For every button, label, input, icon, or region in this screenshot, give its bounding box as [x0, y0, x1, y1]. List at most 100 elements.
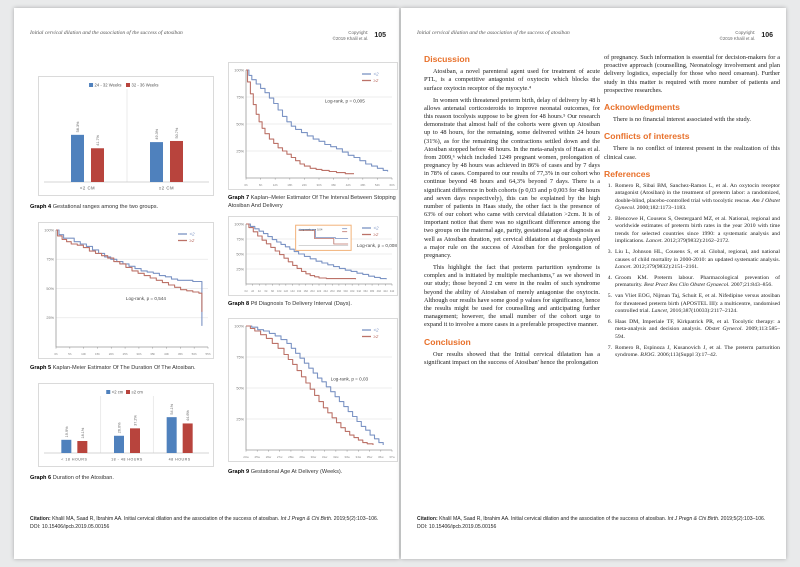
- svg-text:50h: 50h: [192, 352, 197, 356]
- svg-text:42h: 42h: [346, 183, 351, 187]
- svg-text:15h: 15h: [95, 352, 100, 356]
- svg-text:≥2: ≥2: [374, 232, 379, 237]
- reference-item: 5. van Vliet EOG, Nijman Taj, Schuit E, e…: [607, 293, 780, 314]
- svg-text:37.2%: 37.2%: [134, 414, 138, 425]
- svg-text:32w: 32w: [333, 455, 339, 459]
- discussion-paragraph: This highlight the fact that preterm par…: [424, 264, 600, 329]
- svg-text:54h: 54h: [375, 183, 380, 187]
- svg-text:<2: <2: [190, 232, 196, 237]
- svg-text:20d: 20d: [310, 289, 315, 293]
- acknowledgments-heading: Acknowledgments: [604, 101, 680, 112]
- doi-line: DOI: 10.15406/ipcb.2019.05.00156: [417, 523, 497, 530]
- reference-item: 7. Romero R, Espinoza J, Kusanovich J, et…: [607, 344, 780, 359]
- svg-text:≥2: ≥2: [374, 334, 379, 339]
- svg-text:49.3%: 49.3%: [155, 128, 159, 139]
- svg-text:100%: 100%: [234, 222, 244, 226]
- graph7-caption: Graph 7 Kaplan–Meier Estimator Of The In…: [228, 195, 396, 209]
- svg-text:41.7%: 41.7%: [96, 134, 100, 145]
- svg-text:19.9%: 19.9%: [65, 426, 69, 437]
- page-header: Initial cervical dilation and the associ…: [417, 30, 773, 42]
- svg-text:8d: 8d: [271, 289, 274, 293]
- svg-text:≥2: ≥2: [190, 238, 195, 243]
- svg-text:58.3%: 58.3%: [76, 121, 80, 132]
- svg-text:100%: 100%: [234, 68, 244, 72]
- svg-text:0d: 0d: [245, 289, 248, 293]
- running-title: Initial cervical dilation and the associ…: [417, 30, 570, 36]
- header-right: Copyright: ©2019 Khalil et al. 106: [720, 30, 773, 42]
- copyright-label: Copyright:: [348, 30, 369, 35]
- svg-text:25h: 25h: [123, 352, 128, 356]
- svg-text:25%: 25%: [236, 267, 244, 271]
- svg-text:≥2 CM: ≥2 CM: [159, 186, 174, 191]
- discussion-paragraph: In women with threatened preterm birth, …: [424, 96, 600, 259]
- page-left: Initial cervical dilation and the associ…: [14, 8, 399, 559]
- svg-text:27w: 27w: [277, 455, 283, 459]
- references-heading: References: [604, 168, 651, 179]
- svg-text:35h: 35h: [150, 352, 155, 356]
- graph9-km-chart: 100% 75% 50% 25% 24w 25w 26w 27w 28w 29w 30w 31w 32w…: [228, 318, 398, 462]
- doi-line: DOI: 10.15406/ipcb.2019.05.00156: [30, 523, 110, 530]
- citation-line: Citation: Khalil MA, Saad R, Ibrahim AA.…: [417, 516, 766, 522]
- svg-text:55h: 55h: [205, 352, 210, 356]
- text-column-right: of pregnancy. Such information is essent…: [604, 54, 780, 363]
- svg-text:33w: 33w: [344, 455, 350, 459]
- svg-text:54.1%: 54.1%: [170, 403, 174, 414]
- svg-text:75%: 75%: [236, 95, 244, 99]
- svg-text:30h: 30h: [316, 183, 321, 187]
- svg-text:50%: 50%: [46, 287, 54, 291]
- svg-text:<2 cm: <2 cm: [112, 390, 124, 395]
- svg-text:Log-rank, p = 0,03: Log-rank, p = 0,03: [331, 377, 369, 382]
- svg-text:18 - 48 HOURS: 18 - 48 HOURS: [111, 458, 143, 462]
- svg-text:30w: 30w: [311, 455, 317, 459]
- svg-text:18h: 18h: [287, 183, 292, 187]
- svg-text:12d: 12d: [284, 289, 289, 293]
- citation-footer: Citation: Khalil MA, Saad R, Ibrahim AA.…: [417, 516, 773, 531]
- svg-text:28w: 28w: [288, 455, 294, 459]
- svg-text:≥2 cm: ≥2 cm: [132, 390, 144, 395]
- svg-text:Log-rank, p = 0,008: Log-rank, p = 0,008: [357, 243, 397, 248]
- page-header: Initial cervical dilation and the associ…: [30, 30, 386, 42]
- svg-text:25%: 25%: [236, 417, 244, 421]
- svg-text:36d: 36d: [363, 289, 368, 293]
- svg-text:Log-rank, p = 0,04: Log-rank, p = 0,04: [300, 228, 323, 232]
- svg-text:60h: 60h: [389, 183, 394, 187]
- reference-item: 3. Liu L, Johnson HL, Cousens S, et al. G…: [607, 249, 780, 270]
- reference-item: 4. Groom KM. Preterm labour. Pharmacologi…: [607, 274, 780, 289]
- page-right: Initial cervical dilation and the associ…: [401, 8, 786, 559]
- svg-text:26d: 26d: [330, 289, 335, 293]
- svg-text:6h: 6h: [259, 183, 263, 187]
- graph6-bar-chart: <2 cm ≥2 cm 19.9% 18.1% < 18 HOURS 26.0% 37.2%…: [38, 383, 214, 467]
- svg-text:50%: 50%: [236, 386, 244, 390]
- svg-text:36w: 36w: [378, 455, 384, 459]
- svg-text:24w: 24w: [243, 455, 249, 459]
- svg-text:25%: 25%: [46, 316, 54, 320]
- svg-text:42d: 42d: [383, 289, 388, 293]
- svg-text:32d: 32d: [350, 289, 355, 293]
- svg-text:4d: 4d: [258, 289, 261, 293]
- svg-text:50%: 50%: [236, 252, 244, 256]
- svg-text:75%: 75%: [236, 237, 244, 241]
- svg-text:75%: 75%: [46, 258, 54, 262]
- graph7-km-chart: 100% 75% 50% 25% 0h 6h 12h 18h 24h 30h 36h 42h 48h 54…: [228, 62, 398, 190]
- svg-text:0h: 0h: [54, 352, 58, 356]
- svg-text:6d: 6d: [264, 289, 267, 293]
- svg-text:45h: 45h: [178, 352, 183, 356]
- svg-text:44.6%: 44.6%: [186, 410, 190, 421]
- conflicts-heading: Conflicts of interests: [604, 131, 690, 142]
- copyright-label: Copyright:: [735, 30, 756, 35]
- svg-text:31w: 31w: [322, 455, 328, 459]
- svg-text:Log-rank, p = 0,544: Log-rank, p = 0,544: [126, 296, 166, 301]
- svg-text:35w: 35w: [367, 455, 373, 459]
- svg-text:48 HOURS: 48 HOURS: [169, 458, 191, 462]
- svg-text:30h: 30h: [136, 352, 141, 356]
- svg-text:<2: <2: [374, 328, 380, 333]
- svg-text:2d: 2d: [251, 289, 254, 293]
- conflicts-paragraph: There is no conflict of interest present…: [604, 145, 780, 161]
- graph9-caption: Graph 9 Gestational Age At Delivery (Wee…: [228, 469, 343, 475]
- svg-text:24h: 24h: [302, 183, 307, 187]
- svg-text:14d: 14d: [290, 289, 295, 293]
- svg-text:50.7%: 50.7%: [175, 127, 179, 138]
- header-right: Copyright: ©2019 Khalil et al. 105: [333, 30, 386, 42]
- svg-text:5h: 5h: [68, 352, 72, 356]
